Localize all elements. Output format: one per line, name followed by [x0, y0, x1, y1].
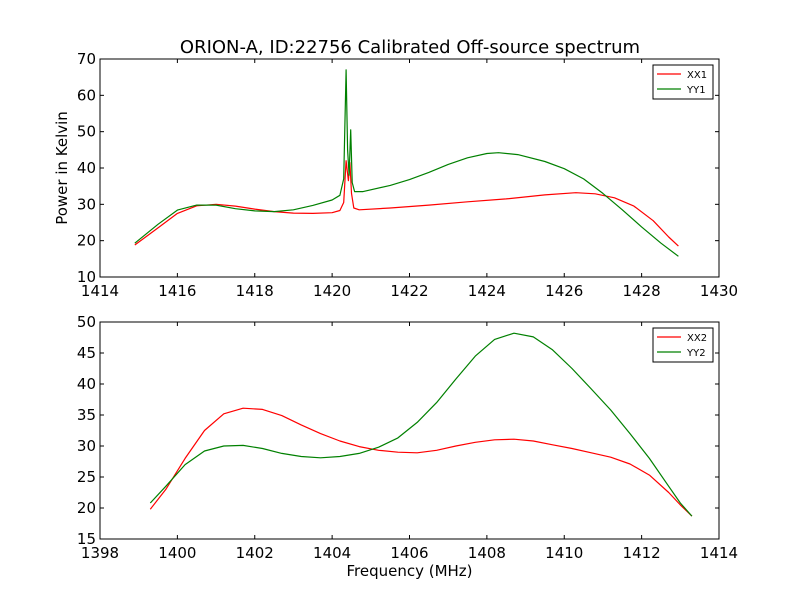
x-tick-label: 1398	[81, 544, 119, 562]
y-axis-label: Power in Kelvin	[53, 111, 71, 225]
x-tick-label: 1426	[545, 282, 583, 300]
x-tick-label: 1402	[236, 544, 274, 562]
series-line-yy1	[134, 69, 679, 257]
x-tick-label: 1430	[700, 282, 738, 300]
chart-panel-2: 1398 1400 1402 1404 1406 1408 1410 1412 1414 15 20…	[77, 313, 738, 580]
x-tick-label: 1420	[313, 282, 351, 300]
y-tick-label: 25	[77, 468, 96, 486]
x-tick-label: 1424	[468, 282, 506, 300]
x-tick-label: 1414	[700, 544, 738, 562]
x-tick-label: 1412	[623, 544, 661, 562]
legend-box	[652, 327, 714, 363]
chart-title: ORION-A, ID:22756 Calibrated Off-source …	[180, 37, 640, 58]
y-tick-label: 50	[77, 123, 96, 141]
legend-label-xx2: XX2	[687, 333, 707, 344]
x-tick-label: 1408	[468, 544, 506, 562]
x-tick-label: 1410	[545, 544, 583, 562]
x-tick-label: 1422	[390, 282, 428, 300]
series-line-yy2	[149, 332, 693, 517]
y-tick-label: 40	[77, 375, 96, 393]
y-tick-label: 10	[77, 268, 96, 286]
legend-label-yy2: YY2	[686, 348, 706, 359]
y-tick-label: 30	[77, 437, 96, 455]
legend-label-yy1: YY1	[686, 85, 706, 96]
y-tick-label: 20	[77, 232, 96, 250]
y-tick-label: 35	[77, 406, 96, 424]
y-tick-label: 20	[77, 499, 96, 517]
x-tick-label: 1400	[158, 544, 196, 562]
chart-panel-1: 1414 1416 1418 1420 1422 1424 1426 1428 1430 10 20…	[53, 50, 738, 300]
legend-box	[652, 64, 714, 100]
y-tick-label: 70	[77, 50, 96, 68]
y-tick-label: 60	[77, 86, 96, 104]
legend-label-xx1: XX1	[687, 70, 707, 81]
chart-panels: 1414 1416 1418 1420 1422 1424 1426 1428 1430 10 20…	[53, 50, 738, 580]
y-tick-label: 50	[77, 313, 96, 331]
y-tick-label: 40	[77, 159, 96, 177]
x-tick-label: 1416	[158, 282, 196, 300]
x-axis-label: Frequency (MHz)	[346, 562, 472, 580]
x-tick-label: 1428	[623, 282, 661, 300]
y-tick-label: 15	[77, 530, 96, 548]
x-tick-label: 1414	[81, 282, 119, 300]
x-tick-label: 1404	[313, 544, 351, 562]
y-tick-label: 45	[77, 344, 96, 362]
series-line-xx2	[149, 407, 693, 517]
y-tick-label: 30	[77, 195, 96, 213]
x-tick-label: 1418	[236, 282, 274, 300]
x-tick-label: 1406	[390, 544, 428, 562]
